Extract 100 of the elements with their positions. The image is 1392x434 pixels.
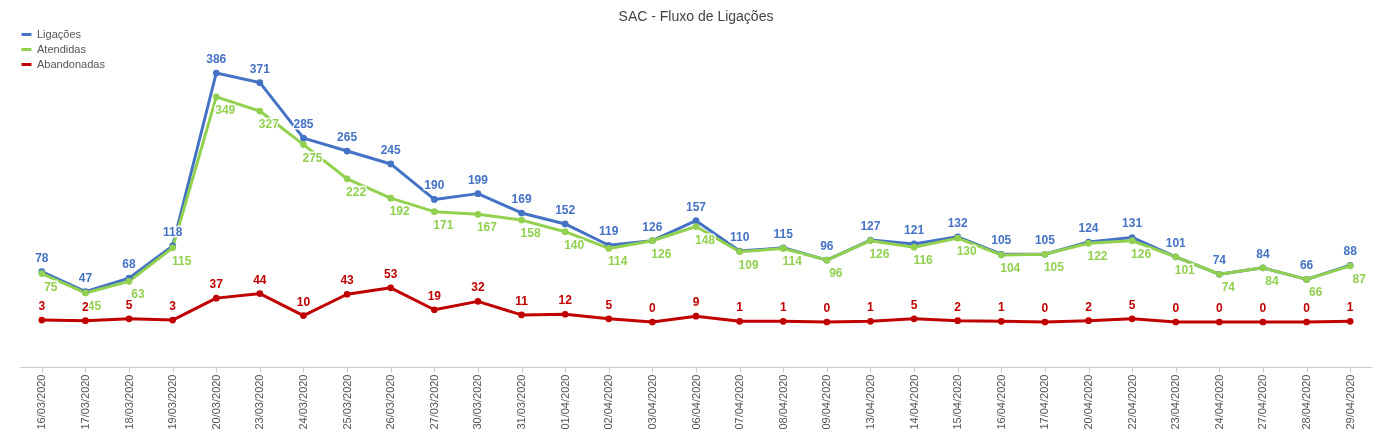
point <box>430 196 438 203</box>
point <box>867 318 874 325</box>
data-label: 101 <box>1174 262 1196 277</box>
x-tick-label: 16/03/2020 <box>35 374 48 430</box>
point <box>954 317 962 325</box>
point <box>38 316 46 324</box>
point <box>256 79 264 87</box>
data-label: 122 <box>1087 249 1108 264</box>
data-label: 0 <box>1216 301 1224 315</box>
point <box>387 160 395 168</box>
point <box>256 107 264 115</box>
x-tick-label: 24/04/2020 <box>1212 374 1225 430</box>
x-tick-label: 22/04/2020 <box>1125 374 1138 430</box>
point <box>474 190 482 197</box>
point <box>692 217 700 225</box>
data-label: 3 <box>169 299 177 314</box>
x-tick-label: 23/03/2020 <box>253 374 266 430</box>
point <box>343 290 351 298</box>
point <box>736 318 743 325</box>
data-label: 190 <box>424 178 445 193</box>
point <box>518 209 525 217</box>
data-label: 140 <box>564 237 585 252</box>
point <box>1346 318 1354 325</box>
x-tick-label: 15/04/2020 <box>951 374 964 430</box>
x-tick-label: 25/03/2020 <box>340 374 353 430</box>
x-tick-label: 18/03/2020 <box>122 374 135 430</box>
data-label: 66 <box>1299 258 1314 273</box>
point <box>561 228 569 236</box>
data-label: 37 <box>209 277 224 292</box>
data-label: 157 <box>685 199 707 214</box>
x-tick-label: 17/03/2020 <box>78 374 91 430</box>
point <box>212 294 220 302</box>
data-label: 0 <box>1303 301 1311 315</box>
x-tick-label: 23/04/2020 <box>1169 374 1182 430</box>
data-label: 19 <box>427 288 442 303</box>
x-tick-label: 26/03/2020 <box>384 374 397 430</box>
legend-label: Abandonadas <box>37 57 106 70</box>
data-label: 127 <box>860 219 881 234</box>
point <box>518 311 525 319</box>
data-label: 222 <box>346 184 367 199</box>
data-label: 10 <box>296 294 311 309</box>
data-label: 371 <box>249 61 271 76</box>
data-label: 199 <box>467 172 489 187</box>
point <box>649 318 656 326</box>
data-label: 124 <box>1078 221 1099 236</box>
point <box>169 316 176 324</box>
point <box>256 290 264 297</box>
point <box>300 312 307 319</box>
data-label: 126 <box>869 246 890 261</box>
x-tick-label: 27/03/2020 <box>427 374 440 430</box>
data-label: 169 <box>511 191 532 206</box>
point <box>1259 318 1267 326</box>
data-label: 245 <box>380 142 402 157</box>
data-label: 285 <box>293 117 314 132</box>
point <box>125 278 133 285</box>
data-label: 0 <box>1259 301 1267 315</box>
data-label: 5 <box>125 297 133 312</box>
x-tick-label: 13/04/2020 <box>863 374 876 430</box>
data-label: 114 <box>782 254 803 269</box>
data-label: 9 <box>692 295 700 310</box>
x-tick-label: 09/04/2020 <box>820 374 833 430</box>
data-label: 327 <box>258 117 280 132</box>
point <box>430 208 438 216</box>
data-label: 167 <box>476 220 498 235</box>
data-label: 0 <box>1041 301 1049 315</box>
x-tick-label: 01/04/2020 <box>558 374 571 430</box>
x-tick-label: 24/03/2020 <box>296 374 309 430</box>
data-label: 2 <box>82 299 90 314</box>
x-tick-label: 02/04/2020 <box>602 374 615 430</box>
point <box>430 306 438 314</box>
data-label: 115 <box>171 253 192 268</box>
point <box>212 69 220 77</box>
data-label: 5 <box>1128 297 1136 312</box>
point <box>779 318 787 325</box>
data-label: 265 <box>337 130 358 145</box>
data-label: 32 <box>471 280 485 295</box>
data-label: 78 <box>35 250 49 265</box>
x-tick-label: 27/04/2020 <box>1256 374 1269 430</box>
point <box>343 147 351 155</box>
point <box>1128 237 1136 245</box>
data-label: 88 <box>1343 244 1358 259</box>
point <box>997 318 1005 325</box>
data-label: 119 <box>599 224 619 239</box>
x-tick-label: 30/03/2020 <box>471 374 484 430</box>
point <box>561 220 569 228</box>
point <box>82 317 89 325</box>
x-tick-label: 29/04/2020 <box>1343 374 1356 430</box>
data-label: 0 <box>649 301 657 315</box>
point <box>823 318 831 326</box>
data-label: 152 <box>555 202 576 217</box>
point <box>605 245 613 252</box>
x-tick-label: 20/03/2020 <box>209 374 222 430</box>
data-label: 44 <box>253 272 267 287</box>
data-label: 74 <box>1212 253 1227 268</box>
x-tick-label: 08/04/2020 <box>776 374 789 430</box>
point <box>692 223 700 230</box>
data-label: 114 <box>608 254 628 269</box>
legend-label: Ligações <box>37 27 82 40</box>
x-tick-label: 06/04/2020 <box>689 374 702 430</box>
point <box>125 315 133 323</box>
